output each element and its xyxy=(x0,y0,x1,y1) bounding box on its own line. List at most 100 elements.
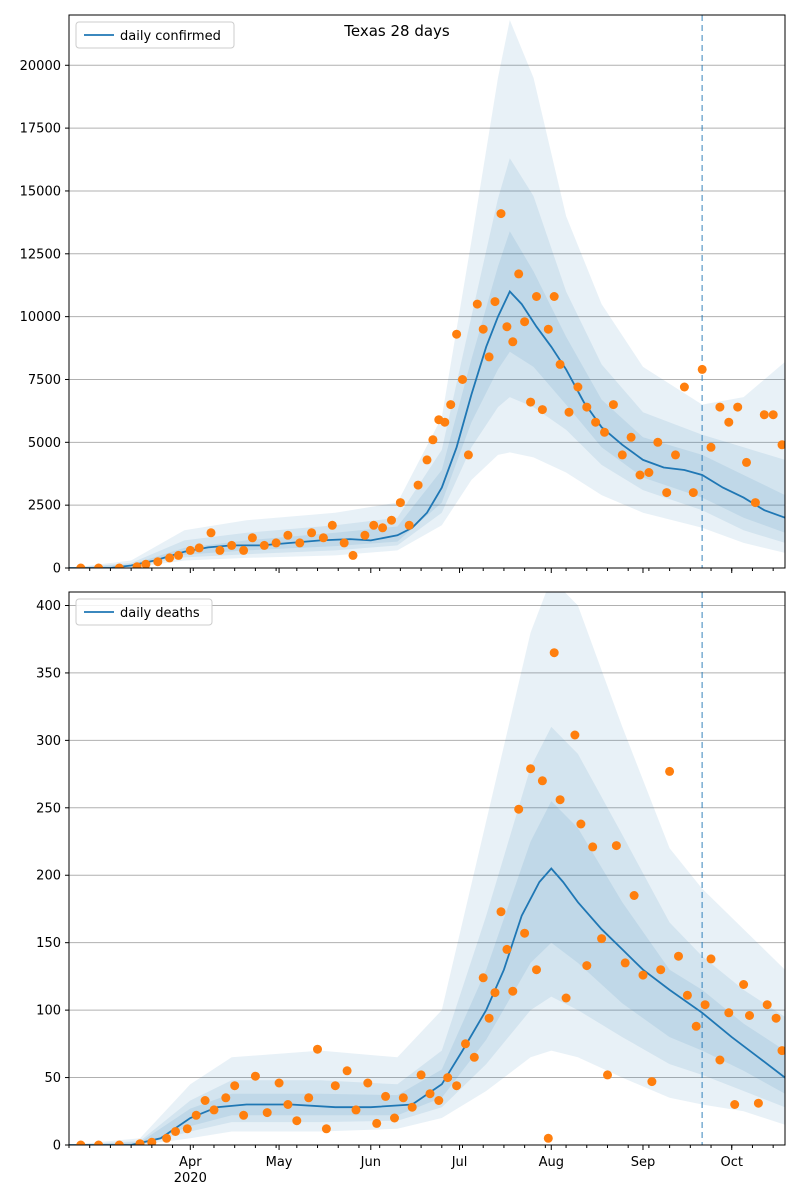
y-tick-label: 17500 xyxy=(20,122,61,137)
observed-point xyxy=(428,435,438,445)
observed-point xyxy=(295,538,305,548)
x-tick-label: Jun xyxy=(360,1155,381,1170)
observed-point xyxy=(588,842,598,852)
observed-point xyxy=(777,1046,785,1056)
observed-point xyxy=(555,795,565,805)
observed-point xyxy=(339,538,349,548)
observed-point xyxy=(348,550,358,560)
observed-point xyxy=(771,1013,781,1023)
observed-point xyxy=(363,1078,373,1088)
observed-point xyxy=(626,432,636,442)
observed-point xyxy=(452,1081,462,1091)
observed-point xyxy=(549,292,559,301)
observed-point xyxy=(514,269,524,279)
observed-point xyxy=(724,1008,734,1018)
observed-point xyxy=(537,405,547,415)
observed-point xyxy=(274,1078,284,1088)
observed-point xyxy=(259,540,269,550)
uncertainty-band-middle xyxy=(69,726,785,1145)
observed-point xyxy=(147,1137,157,1145)
observed-point xyxy=(549,648,559,658)
legend-label: daily confirmed xyxy=(120,29,221,44)
plot-area xyxy=(69,592,785,1145)
observed-point xyxy=(688,488,698,498)
observed-point xyxy=(215,545,225,555)
observed-point xyxy=(532,965,541,975)
y-tick-label: 200 xyxy=(36,869,61,884)
observed-point xyxy=(472,299,482,309)
observed-point xyxy=(715,1055,725,1065)
legend-box xyxy=(75,598,213,626)
observed-point xyxy=(446,400,456,410)
observed-point xyxy=(200,1096,210,1105)
observed-point xyxy=(395,498,405,508)
observed-point xyxy=(313,1044,322,1054)
observed-point xyxy=(378,523,388,533)
y-tick-label: 300 xyxy=(36,734,61,749)
observed-point xyxy=(671,450,680,460)
observed-point xyxy=(194,543,204,553)
observed-point xyxy=(724,417,734,427)
observed-point xyxy=(490,988,500,998)
observed-point xyxy=(603,1070,612,1080)
observed-point xyxy=(342,1066,352,1076)
observed-point xyxy=(644,468,654,477)
observed-point xyxy=(440,417,450,427)
observed-point xyxy=(520,317,530,327)
observed-point xyxy=(561,993,571,1003)
observed-point xyxy=(514,804,524,814)
y-tick-label: 150 xyxy=(36,936,61,951)
observed-point xyxy=(537,776,547,786)
observed-point xyxy=(321,1124,331,1134)
observed-point xyxy=(508,986,518,996)
observed-point xyxy=(262,1108,272,1118)
observed-point xyxy=(706,442,716,452)
observed-point xyxy=(292,1116,302,1126)
plot-area xyxy=(69,15,785,568)
x-tick-label: Oct xyxy=(721,1155,743,1170)
observed-point xyxy=(135,1139,145,1145)
observed-point xyxy=(570,730,580,740)
observed-point xyxy=(425,1089,435,1099)
observed-point xyxy=(165,553,175,563)
observed-point xyxy=(351,1105,361,1115)
observed-point xyxy=(617,450,627,460)
observed-point xyxy=(496,907,506,917)
observed-point xyxy=(526,397,536,407)
observed-point xyxy=(656,965,666,975)
observed-point xyxy=(742,457,751,467)
observed-point xyxy=(484,1013,494,1023)
observed-point xyxy=(502,322,512,332)
observed-point xyxy=(715,402,725,412)
observed-point xyxy=(318,533,328,543)
observed-point xyxy=(745,1011,754,1020)
observed-point xyxy=(76,563,86,568)
uncertainty-band-inner xyxy=(69,801,785,1145)
observed-point xyxy=(555,359,565,369)
observed-point xyxy=(502,944,512,954)
observed-point xyxy=(271,538,281,548)
observed-point xyxy=(653,437,663,447)
uncertainty-band-inner xyxy=(69,231,785,568)
observed-point xyxy=(620,958,630,968)
observed-point xyxy=(768,410,778,420)
observed-point xyxy=(452,329,462,339)
observed-point xyxy=(250,1071,260,1081)
observed-point xyxy=(407,1102,417,1112)
x-tick-label: Aug xyxy=(539,1155,564,1170)
observed-point xyxy=(416,1070,426,1080)
observed-point xyxy=(647,1077,657,1087)
observed-point xyxy=(413,480,423,490)
observed-point xyxy=(478,324,488,334)
observed-point xyxy=(247,533,257,543)
observed-point xyxy=(283,1100,293,1109)
observed-point xyxy=(576,819,586,829)
observed-point xyxy=(171,1127,180,1136)
observed-point xyxy=(174,550,183,560)
y-tick-label: 400 xyxy=(36,599,61,614)
x-tick-label: 2020 xyxy=(174,1171,207,1186)
observed-point xyxy=(508,337,518,347)
observed-point xyxy=(230,1081,240,1091)
